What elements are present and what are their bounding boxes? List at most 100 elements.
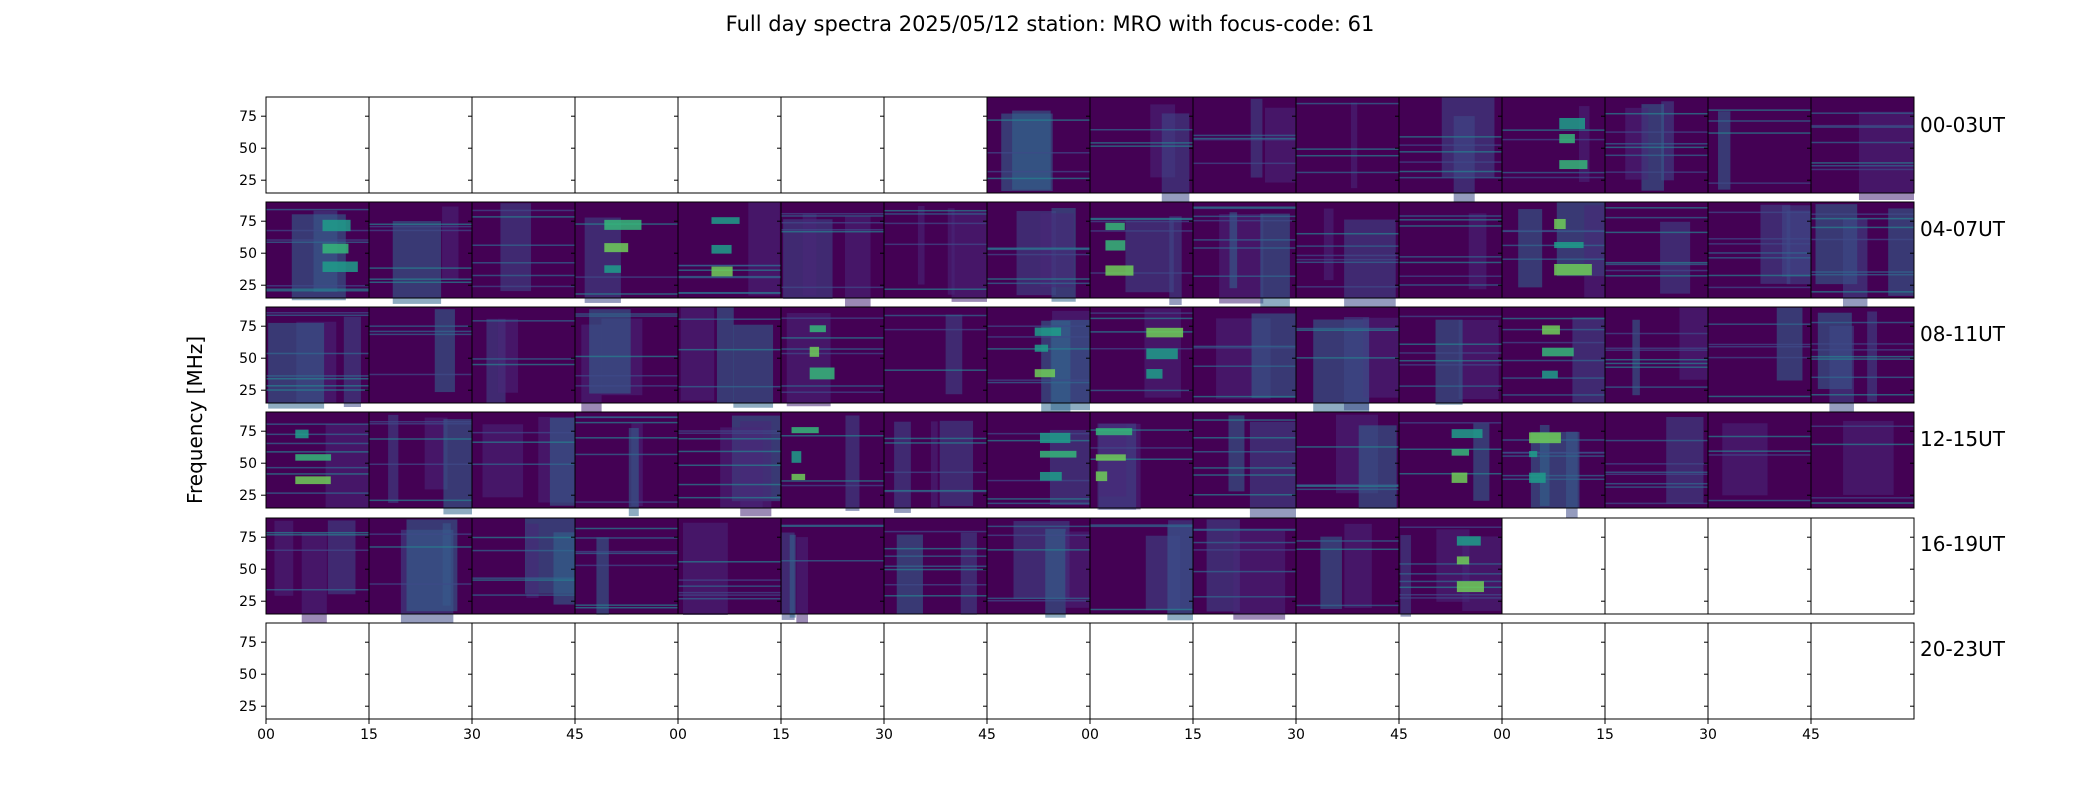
spectrum-line [472,594,575,596]
spectrum-line [781,230,884,233]
spectrum-patch [947,208,955,295]
spectrum-line [1193,162,1296,165]
spectrum-line [1811,502,1914,504]
spectrum-cell [1398,622,1503,720]
spectrum-patch [1632,319,1640,396]
spectrum-line [472,216,575,218]
spectrum-cell [1295,622,1400,720]
spectrum-line [472,363,575,366]
spectrum-line [987,152,1090,154]
spectrum-cell [677,201,782,299]
spectrum-line [678,275,781,278]
spectrum-line [1605,269,1708,272]
spectrum-line [472,262,575,264]
spectrum-line [1605,358,1708,361]
spectrum-cell [1295,96,1400,194]
spectrum-line [1811,141,1914,144]
spectrum-line [1399,284,1502,286]
spectrum-patch [1229,212,1238,289]
spectrum-line [1811,126,1914,128]
spectrum-line [1193,549,1296,551]
spectrum-line [1296,286,1399,288]
empty-cell [369,97,472,193]
spectrum-line [1193,570,1296,573]
spectrum-line [1811,425,1914,428]
x-tick-label: 00 [257,727,275,743]
spectrum-cell [1501,306,1606,404]
spectrum-burst [1105,265,1134,276]
spectrum-line [1296,329,1399,331]
spectrum-line [884,565,987,568]
x-tick-label: 45 [978,727,996,743]
spectrum-line [1811,271,1914,273]
spectrum-line [1296,254,1399,257]
spectrum-cell [1501,96,1606,194]
spectrum-line [575,453,678,456]
spectrum-patch [1679,307,1708,380]
spectrum-line [1811,321,1914,324]
spectrum-cell [1398,201,1503,299]
spectrum-line [987,381,1090,384]
spectrum-patch [1888,208,1914,296]
spectrum-burst [791,451,802,463]
spectrum-line [884,369,987,371]
spectrum-cell [1192,201,1297,309]
empty-cell [1811,518,1914,614]
spectrum-line [266,451,369,453]
spectrum-cell [1192,306,1297,404]
spectrum-line [575,355,678,358]
spectrum-line [1296,446,1399,448]
spectrum-line [884,209,987,212]
spectrum-line [1193,528,1296,531]
spectrum-line [1605,486,1708,488]
spectrum-line [1193,345,1296,348]
spectrum-line [369,225,472,228]
spectrum-line [1399,385,1502,387]
empty-cell [1605,518,1708,614]
y-tick-label: 75 [239,635,257,651]
spectrum-line [987,170,1090,173]
spectrum-line [1605,275,1708,277]
spectrum-cell [265,517,370,626]
spectrum-cell [677,96,782,194]
spectrum-line [1708,323,1811,325]
spectrum-cell [780,622,885,720]
spectrum-line [1399,586,1502,589]
spectrum-cell [780,201,885,312]
spectrum-line [1193,239,1296,241]
spectrum-line [781,484,884,487]
spectrum-patch [1660,221,1691,294]
spectrum-line [884,547,987,550]
empty-cell [781,97,884,193]
spectrum-line [1296,102,1399,105]
empty-cell [472,97,575,193]
spectrum-patch [680,307,715,401]
spectrum-line [781,385,884,387]
spectrum-line [1708,257,1811,259]
spectrum-line [1399,580,1502,583]
spectrum-line [1090,524,1193,526]
empty-cell [472,623,575,719]
empty-cell [678,97,781,193]
spectrum-line [1193,395,1296,398]
spectrum-cell [677,411,782,517]
spectrum-burst [791,473,806,481]
spectrum-burst [1146,369,1163,379]
empty-cell [575,97,678,193]
spectrum-patch [301,532,327,626]
spectrum-cell [883,411,988,513]
spectrum-line [1090,447,1193,449]
spectrum-line [1399,136,1502,138]
spectrum-line [1811,443,1914,446]
x-tick-label: 00 [1493,727,1511,743]
spectrum-line [1399,176,1502,179]
cell-frame [1810,517,1915,615]
spectrum-line [1502,341,1605,344]
y-tick-label: 50 [239,562,257,578]
spectrum-burst [1554,241,1584,249]
spectrum-line [678,464,781,467]
spectrum-cell [368,306,473,404]
spectrum-burst [1039,471,1062,481]
spectrum-line [1708,132,1811,134]
